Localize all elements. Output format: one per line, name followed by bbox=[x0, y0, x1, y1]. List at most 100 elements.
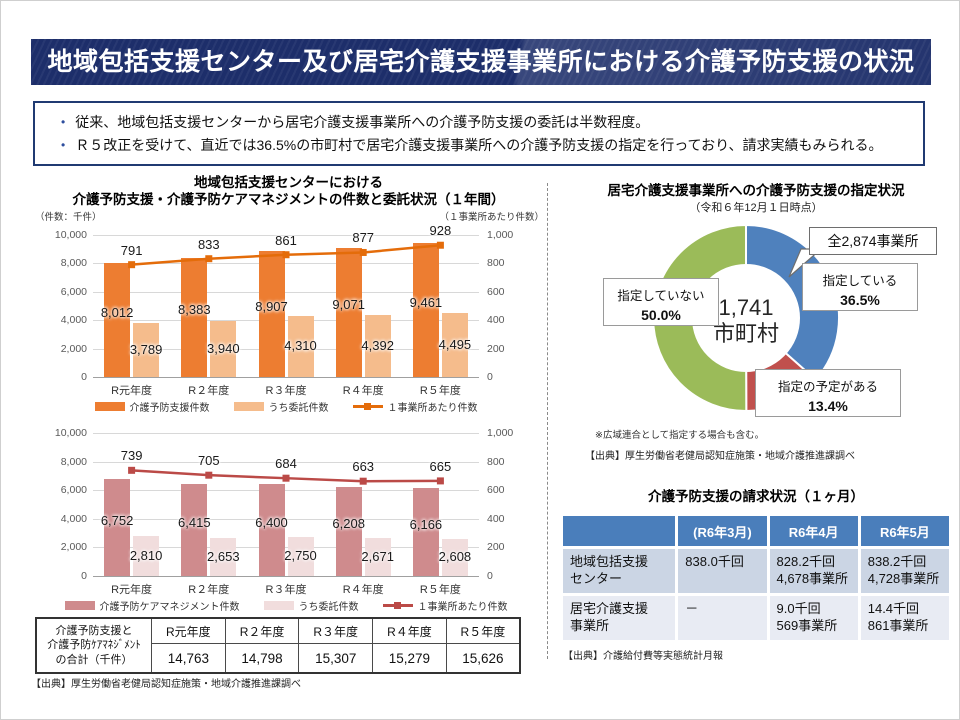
bar-primary bbox=[258, 250, 285, 377]
category-label: R３年度 bbox=[265, 385, 307, 397]
bar-value-label: 3,940 bbox=[207, 341, 240, 357]
bar-primary bbox=[258, 484, 285, 576]
category-label: R元年度 bbox=[111, 385, 153, 397]
annual-values-row: 14,763 14,798 15,307 15,279 15,626 bbox=[36, 643, 521, 674]
gridline bbox=[93, 547, 479, 549]
line-value-label: 928 bbox=[429, 223, 452, 239]
left-chart-title: 地域包括支援センターにおける 介護予防支援・介護予防ケアマネジメントの件数と委託… bbox=[31, 175, 546, 209]
legend-line-swatch bbox=[382, 602, 413, 609]
category-label: R５年度 bbox=[419, 385, 461, 397]
legend-item: うち委託件数 bbox=[263, 598, 359, 613]
legend-swatch bbox=[64, 601, 95, 610]
donut-chart-title: 居宅介護支援事業所への介護予防支援の指定状況 bbox=[607, 183, 905, 198]
billing-table-title: 介護予防支援の請求状況（１ヶ月） bbox=[648, 489, 864, 504]
legend-item: １事業所あたり件数 bbox=[352, 399, 478, 414]
gridline bbox=[93, 235, 479, 236]
planned-label: 指定の予定がある bbox=[777, 380, 878, 394]
billing-row-label: 地域包括支援 センター bbox=[563, 549, 676, 593]
right-axis-tick: 1,000 bbox=[487, 427, 514, 439]
gridline bbox=[93, 320, 479, 322]
annual-header-row: 介護予防支援と 介護予防ｹｱﾏﾈｼﾞﾒﾝﾄ の合計（千件） R元年度 R２年度 R３年度 R… bbox=[35, 617, 521, 674]
legend-line-marker bbox=[363, 403, 371, 410]
gridline bbox=[93, 433, 479, 434]
annual-total-table: 介護予防支援と 介護予防ｹｱﾏﾈｼﾞﾒﾝﾄ の合計（千件） R元年度 R２年度 R３年度 R… bbox=[35, 617, 521, 674]
billing-column-header: R6年5月 bbox=[860, 516, 949, 546]
bar-value-label: 4,310 bbox=[284, 338, 317, 354]
gridline bbox=[93, 518, 479, 520]
donut-source: 【出典】厚生労働省老健局認知症施策・地域介護推進課調べ bbox=[585, 451, 855, 462]
line-value-label: 739 bbox=[120, 448, 143, 464]
billing-value-cell: 9.0千回 569事業所 bbox=[769, 595, 858, 640]
billing-source: 【出典】介護給付費等実態統計月報 bbox=[563, 651, 723, 662]
designated-pct: 36.5% bbox=[840, 292, 880, 308]
bullet-icon: • bbox=[61, 137, 66, 152]
annual-value-cell: 14,798 bbox=[224, 643, 300, 674]
category-label: R３年度 bbox=[265, 584, 307, 596]
line-value-label: 705 bbox=[197, 453, 220, 469]
annual-year-header: R３年度 bbox=[298, 617, 374, 644]
left-axis-tick: 8,000 bbox=[60, 257, 87, 270]
bar-value-label: 2,810 bbox=[129, 547, 163, 563]
bar-value-label: 3,789 bbox=[129, 342, 163, 358]
right-axis-tick: 400 bbox=[487, 512, 505, 525]
billing-value-cell: 838.2千回 4,728事業所 bbox=[860, 549, 949, 593]
annual-value-cell: 15,307 bbox=[298, 643, 374, 674]
annual-table-body: 介護予防支援と 介護予防ｹｱﾏﾈｼﾞﾒﾝﾄ の合計（千件） R元年度 R２年度 R３年度 R… bbox=[35, 617, 521, 674]
bar-secondary bbox=[133, 323, 160, 377]
right-axis-tick: 800 bbox=[487, 455, 505, 468]
line-value-label: 861 bbox=[275, 232, 297, 248]
right-axis-tick: 200 bbox=[487, 541, 505, 554]
gridline bbox=[93, 490, 479, 492]
title-bar-texture bbox=[31, 39, 931, 85]
legend-label: 介護予防支援件数 bbox=[129, 403, 210, 414]
billing-table-grid: (R6年3月) R6年4月 R6年5月 地域包括支援 センター 838.0千回 828.2千… bbox=[560, 513, 952, 643]
legend-label: 介護予防ケアマネジメント件数 bbox=[99, 602, 240, 613]
summary-bullet-1: • 従来、地域包括支援センターから居宅介護支援事業所への介護予防支援の委託は半数… bbox=[45, 112, 913, 134]
summary-text-2: Ｒ５改正を受けて、直近では36.5%の市町村で居宅介護支援事業所への介護予防支援… bbox=[75, 136, 883, 153]
trend-line bbox=[128, 241, 444, 269]
right-section: 居宅介護支援事業所への介護予防支援の指定状況 （令和６年12月１日時点） 1,7… bbox=[559, 179, 953, 679]
bar-value-label: 9,461 bbox=[409, 294, 443, 310]
right-axis-tick: 200 bbox=[487, 342, 505, 355]
bar-primary bbox=[335, 248, 362, 377]
bar-primary bbox=[104, 479, 131, 576]
gridline bbox=[93, 263, 479, 265]
legend-swatch bbox=[263, 601, 294, 610]
annual-year-header: R２年度 bbox=[224, 617, 300, 644]
left-axis-tick: 10,000 bbox=[54, 427, 87, 439]
billing-data-row: 居宅介護支援 事業所－ 9.0千回 569事業所 14.4千回 861事業所 bbox=[563, 595, 949, 640]
annual-row-label: 介護予防支援と 介護予防ｹｱﾏﾈｼﾞﾒﾝﾄ の合計（千件） bbox=[35, 617, 152, 674]
category-label: R５年度 bbox=[419, 584, 461, 596]
left-chart-title-line2: 介護予防支援・介護予防ケアマネジメントの件数と委託状況（１年間） bbox=[72, 191, 505, 207]
left-axis-tick: 6,000 bbox=[60, 484, 87, 497]
summary-text-1: 従来、地域包括支援センターから居宅介護支援事業所への介護予防支援の委託は半数程度… bbox=[75, 114, 650, 130]
left-axis-tick: 6,000 bbox=[60, 285, 87, 298]
legend-item: 介護予防ケアマネジメント件数 bbox=[64, 598, 240, 613]
annual-value-cell: 14,763 bbox=[151, 643, 226, 674]
bar-primary bbox=[412, 242, 439, 377]
bar-value-label: 6,166 bbox=[409, 516, 443, 532]
bar-secondary bbox=[210, 538, 237, 576]
legend-item: うち委託件数 bbox=[233, 399, 329, 414]
summary-box: • 従来、地域包括支援センターから居宅介護支援事業所への介護予防支援の委託は半数… bbox=[33, 101, 925, 167]
not-designated-callout: 指定していない 50.0% bbox=[603, 278, 719, 326]
left-axis-tick: 2,000 bbox=[60, 541, 87, 554]
not-designated-label: 指定していない bbox=[617, 289, 705, 303]
bar-secondary bbox=[441, 313, 468, 377]
left-axis-caption: （件数：千件） bbox=[35, 212, 102, 223]
legend-label: うち委託件数 bbox=[268, 403, 329, 414]
legend-line-swatch bbox=[352, 403, 383, 410]
bar-primary bbox=[104, 263, 131, 377]
trend-line bbox=[128, 466, 444, 485]
gridline bbox=[93, 377, 479, 378]
left-source: 【出典】厚生労働省老健局認知症施策・地域介護推進課調べ bbox=[31, 679, 301, 690]
bar-primary bbox=[335, 487, 362, 576]
bar-value-label: 9,071 bbox=[332, 297, 365, 313]
bar-value-label: 4,495 bbox=[438, 337, 472, 353]
right-axis-caption: （１事業所あたり件数） bbox=[439, 212, 544, 223]
line-value-label: 663 bbox=[352, 459, 375, 475]
bar-secondary bbox=[364, 537, 391, 576]
billing-table-body: (R6年3月) R6年4月 R6年5月 地域包括支援 センター 838.0千回 828.2千… bbox=[563, 516, 949, 640]
bar-value-label: 2,653 bbox=[207, 549, 240, 565]
bar-value-label: 8,383 bbox=[178, 302, 211, 318]
